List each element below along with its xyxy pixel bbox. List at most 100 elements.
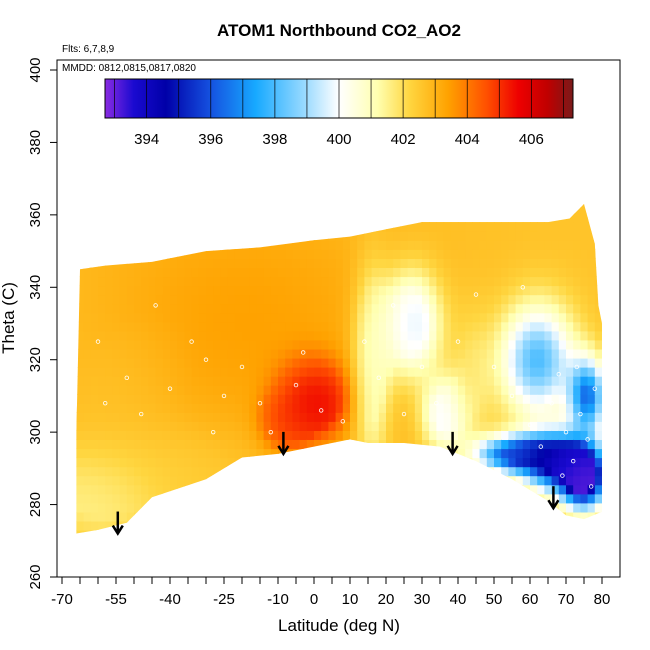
field-cell — [530, 412, 538, 422]
field-cell — [486, 412, 495, 422]
field-cell — [134, 348, 142, 359]
field-cell — [487, 186, 495, 196]
sample-points — [95, 285, 597, 489]
field-cell — [83, 367, 92, 377]
field-cell — [522, 312, 531, 323]
field-cell — [573, 357, 581, 368]
field-cell — [508, 267, 517, 278]
field-cell — [177, 367, 185, 377]
field-cell — [400, 330, 409, 341]
field-cell — [170, 186, 178, 196]
field-cell — [242, 348, 250, 359]
field-cell — [522, 394, 531, 404]
field-cell — [393, 421, 401, 431]
field-cell — [522, 258, 531, 268]
field-cell — [537, 294, 545, 305]
field-cell — [292, 267, 301, 278]
field-cell — [278, 511, 286, 522]
field-cell — [594, 213, 602, 223]
field-cell — [537, 330, 545, 341]
field-cell — [364, 285, 373, 296]
field-cell — [112, 466, 121, 477]
field-cell — [321, 222, 329, 232]
field-cell — [206, 493, 214, 504]
field-cell — [450, 439, 459, 450]
field-cell — [90, 484, 99, 495]
field-cell — [400, 394, 409, 404]
field-cell — [573, 448, 581, 459]
field-cell — [90, 529, 99, 534]
field-cell — [263, 394, 272, 404]
field-cell — [98, 240, 106, 250]
field-cell — [336, 186, 344, 196]
profile-arrow — [547, 486, 560, 511]
field-cell — [458, 339, 466, 350]
field-cell — [213, 240, 221, 250]
field-cell — [242, 267, 250, 278]
field-cell — [76, 276, 85, 287]
field-cell — [501, 475, 509, 486]
field-cell — [508, 312, 517, 323]
field-cell — [184, 529, 193, 534]
field-cell — [134, 430, 142, 440]
field-cell — [170, 294, 178, 305]
field-cell — [335, 312, 344, 323]
field-cell — [450, 222, 459, 232]
field-cell — [256, 539, 264, 549]
field-cell — [458, 231, 466, 241]
field-cell — [83, 439, 92, 450]
field-cell — [515, 231, 524, 241]
field-cell — [278, 457, 286, 468]
field-cell — [119, 502, 128, 513]
field-cell — [458, 502, 466, 513]
field-cell — [213, 222, 221, 232]
field-cell — [573, 321, 581, 332]
field-cell — [465, 367, 473, 377]
field-cell — [198, 258, 207, 268]
field-cell — [551, 330, 560, 341]
field-cell — [119, 448, 128, 459]
field-cell — [486, 303, 495, 314]
field-cell — [429, 448, 437, 459]
field-cell — [263, 448, 272, 459]
field-cell — [198, 475, 207, 486]
field-cell — [227, 330, 236, 341]
field-cell — [292, 412, 301, 422]
field-cell — [414, 457, 423, 468]
field-cell — [155, 385, 164, 395]
field-cell — [306, 348, 315, 359]
field-cell — [249, 493, 257, 504]
field-cell — [242, 294, 250, 305]
field-cell — [249, 267, 257, 278]
field-cell — [422, 231, 430, 241]
field-cell — [112, 204, 121, 214]
field-cell — [486, 204, 495, 214]
field-cell — [98, 330, 106, 341]
field-cell — [515, 258, 524, 268]
field-cell — [486, 285, 495, 296]
field-cell — [378, 276, 387, 287]
field-cell — [486, 267, 495, 278]
field-cell — [573, 231, 581, 241]
field-cell — [378, 484, 387, 495]
field-cell — [155, 367, 164, 377]
field-cell — [285, 475, 293, 486]
field-cell — [522, 222, 531, 232]
field-cell — [558, 403, 567, 413]
field-cell — [90, 339, 99, 350]
field-cell — [177, 204, 185, 214]
field-cell — [443, 222, 452, 232]
field-cell — [479, 520, 488, 531]
sample-point — [221, 393, 227, 399]
field-cell — [227, 213, 236, 223]
field-cell — [558, 439, 567, 450]
field-cell — [263, 213, 272, 223]
field-cell — [551, 231, 560, 241]
field-cell — [342, 493, 351, 504]
field-cell — [594, 240, 602, 250]
field-cell — [76, 475, 85, 486]
field-cell — [522, 276, 531, 287]
field-cell — [393, 539, 401, 549]
field-cell — [508, 466, 517, 477]
field-cell — [141, 367, 149, 377]
